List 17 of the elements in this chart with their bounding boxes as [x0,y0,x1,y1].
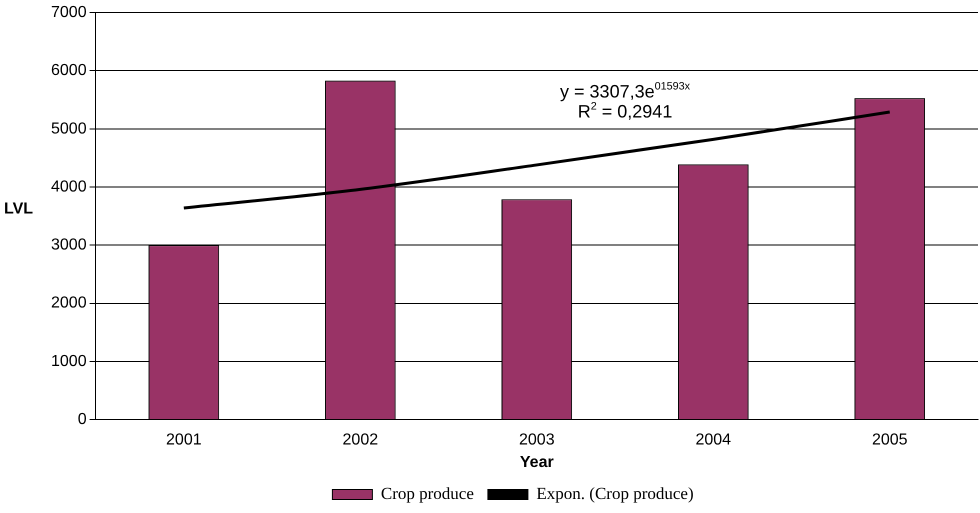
y-tick-label: 6000 [51,62,87,80]
y-tick-label: 3000 [51,236,87,254]
x-tick-label: 2005 [872,432,908,449]
x-tick-label: 2002 [342,432,378,449]
y-axis-title: LVL [4,200,34,218]
y-tick-label: 0 [78,411,87,428]
y-tick-label: 7000 [51,4,87,22]
x-tick-label: 2004 [695,432,732,449]
y-tick-label: 1000 [51,352,87,370]
y-tick-label: 5000 [51,120,87,138]
x-tick-label: 2001 [166,432,202,449]
legend-label: Expon. (Crop produce) [536,484,694,503]
x-axis-title: Year [520,454,554,471]
x-tick-label: 2003 [519,432,555,449]
legend-label: Crop produce [380,484,474,503]
y-tick-label: 4000 [51,178,87,196]
y-tick-label: 2000 [51,294,87,312]
